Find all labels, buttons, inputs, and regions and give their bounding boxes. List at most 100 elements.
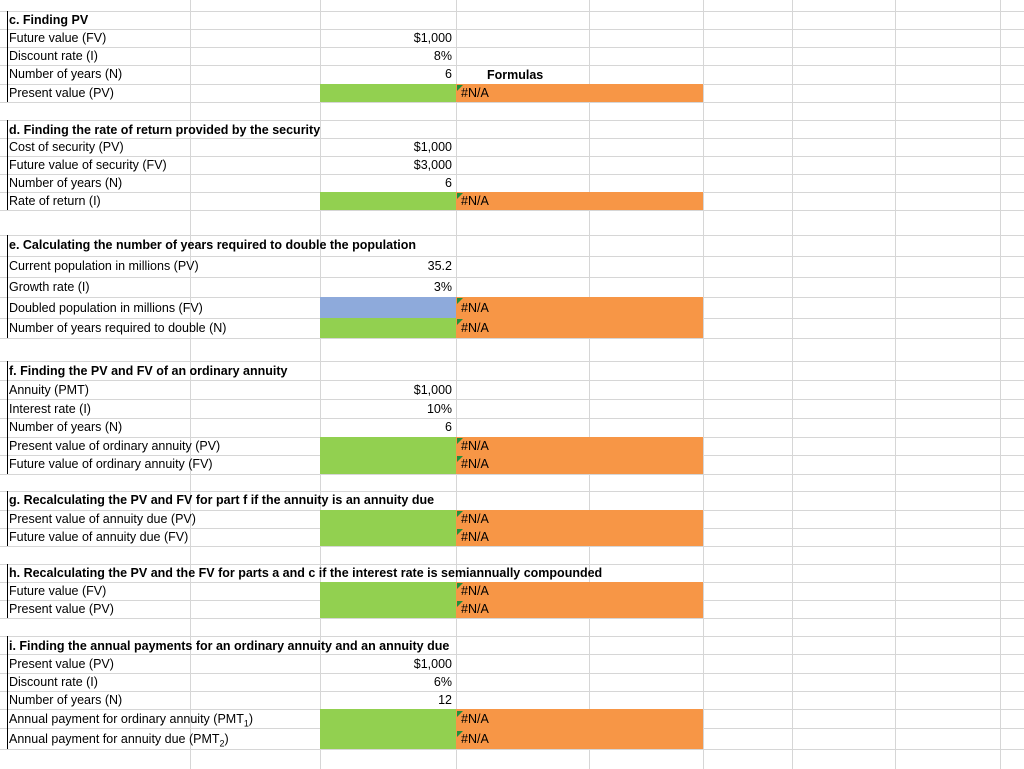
row-divider — [0, 174, 1024, 175]
cell-value[interactable]: 6% — [433, 675, 452, 689]
section-border — [7, 564, 8, 618]
row-divider — [0, 361, 1024, 362]
row-divider — [0, 47, 1024, 48]
row-label: Annual payment for ordinary annuity (PMT… — [9, 710, 253, 728]
cell-value[interactable]: $1,000 — [413, 140, 452, 154]
formula-result: #N/A — [461, 712, 489, 726]
row-divider — [0, 749, 1024, 750]
row-label: Annual payment for annuity due (PMT2) — [9, 730, 229, 748]
input-cell[interactable] — [320, 297, 456, 318]
row-label-text: Annual payment for ordinary annuity (PMT — [9, 712, 244, 726]
input-cell[interactable] — [320, 709, 456, 749]
row-label: Rate of return (I) — [9, 194, 101, 208]
row-label-close: ) — [248, 712, 254, 726]
cell-value[interactable]: 12 — [438, 693, 452, 707]
row-divider — [0, 546, 1024, 547]
error-indicator-icon — [457, 298, 463, 304]
row-label: Present value (PV) — [9, 86, 114, 100]
row-label: Number of years (N) — [9, 176, 123, 190]
row-label: Number of years (N) — [9, 67, 123, 81]
row-label: Present value of annuity due (PV) — [9, 512, 196, 526]
row-divider — [0, 636, 1024, 637]
formula-cell[interactable] — [456, 318, 703, 338]
section-h-title: h. Recalculating the PV and the FV for p… — [9, 566, 603, 580]
row-divider — [0, 691, 1024, 692]
row-divider — [0, 338, 1024, 339]
cell-value[interactable]: 6 — [445, 67, 452, 81]
formula-result: #N/A — [461, 301, 489, 315]
row-label: Cost of security (PV) — [9, 140, 124, 154]
row-label: Number of years (N) — [9, 693, 123, 707]
formula-cell[interactable] — [456, 84, 703, 102]
input-cell[interactable] — [320, 318, 456, 338]
cell-value[interactable]: 6 — [445, 420, 452, 434]
error-indicator-icon — [457, 601, 463, 607]
section-border — [7, 120, 8, 210]
cell-value[interactable]: 6 — [445, 176, 452, 190]
formula-cell[interactable] — [456, 192, 703, 210]
row-divider — [0, 618, 1024, 619]
section-border — [7, 491, 8, 546]
row-divider — [0, 11, 1024, 12]
formula-result: #N/A — [461, 321, 489, 335]
row-label: Discount rate (I) — [9, 49, 98, 63]
cell-value[interactable]: $1,000 — [413, 383, 452, 397]
formula-cell[interactable] — [456, 297, 703, 318]
row-divider — [0, 29, 1024, 30]
column-divider — [1000, 0, 1001, 769]
row-divider — [0, 120, 1024, 121]
section-e-title: e. Calculating the number of years requi… — [9, 238, 416, 252]
cell-value[interactable]: $1,000 — [413, 657, 452, 671]
section-border — [7, 235, 8, 338]
row-label: Growth rate (I) — [9, 280, 90, 294]
error-indicator-icon — [457, 583, 463, 589]
column-divider — [792, 0, 793, 769]
row-divider — [0, 673, 1024, 674]
cell-value[interactable]: 35.2 — [427, 259, 452, 273]
row-divider — [0, 210, 1024, 211]
row-divider — [0, 235, 1024, 236]
row-label: Number of years required to double (N) — [9, 321, 227, 335]
row-divider — [0, 474, 1024, 475]
formula-result: #N/A — [461, 602, 489, 616]
row-label: Present value (PV) — [9, 657, 114, 671]
formula-cell[interactable] — [456, 437, 703, 474]
formula-result: #N/A — [461, 732, 489, 746]
section-d-title: d. Finding the rate of return provided b… — [9, 123, 321, 137]
row-label: Future value of ordinary annuity (FV) — [9, 457, 213, 471]
formula-cell[interactable] — [456, 582, 703, 618]
error-indicator-icon — [457, 85, 463, 91]
formula-cell[interactable] — [456, 709, 703, 749]
row-label: Present value of ordinary annuity (PV) — [9, 439, 221, 453]
row-label: Future value (FV) — [9, 31, 107, 45]
row-label: Doubled population in millions (FV) — [9, 301, 203, 315]
row-divider — [0, 102, 1024, 103]
row-divider — [0, 418, 1024, 419]
cell-value[interactable]: 10% — [426, 402, 452, 416]
row-label: Future value of annuity due (FV) — [9, 530, 189, 544]
input-cell[interactable] — [320, 84, 456, 102]
cell-value[interactable]: $1,000 — [413, 31, 452, 45]
subscript: 1 — [243, 718, 249, 729]
row-divider — [0, 277, 1024, 278]
formula-result: #N/A — [461, 194, 489, 208]
cell-value[interactable]: 3% — [433, 280, 452, 294]
input-cell[interactable] — [320, 192, 456, 210]
column-divider — [320, 0, 321, 769]
formula-result: #N/A — [461, 86, 489, 100]
section-i-title: i. Finding the annual payments for an or… — [9, 639, 450, 653]
row-label: Present value (PV) — [9, 602, 114, 616]
error-indicator-icon — [457, 731, 463, 737]
section-f-title: f. Finding the PV and FV of an ordinary … — [9, 364, 288, 378]
cell-value[interactable]: 8% — [433, 49, 452, 63]
row-label: Discount rate (I) — [9, 675, 98, 689]
row-label: Number of years (N) — [9, 420, 123, 434]
formula-cell[interactable] — [456, 510, 703, 546]
input-cell[interactable] — [320, 437, 456, 474]
cell-value[interactable]: $3,000 — [413, 158, 452, 172]
row-divider — [0, 138, 1024, 139]
input-cell[interactable] — [320, 582, 456, 618]
error-indicator-icon — [457, 193, 463, 199]
input-cell[interactable] — [320, 510, 456, 546]
